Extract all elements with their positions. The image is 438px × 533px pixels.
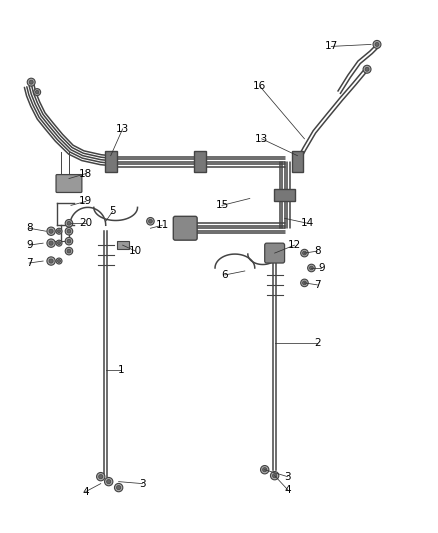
- Text: 9: 9: [318, 263, 325, 273]
- Bar: [194, 151, 206, 172]
- Circle shape: [99, 474, 103, 479]
- Circle shape: [34, 88, 41, 95]
- Circle shape: [47, 257, 55, 265]
- Circle shape: [65, 228, 73, 235]
- Text: 7: 7: [26, 258, 32, 268]
- Circle shape: [67, 249, 71, 253]
- Text: 6: 6: [222, 270, 228, 280]
- Circle shape: [148, 220, 152, 223]
- Circle shape: [300, 249, 308, 257]
- Text: 13: 13: [116, 124, 129, 134]
- Circle shape: [49, 241, 53, 245]
- Text: 10: 10: [129, 246, 142, 256]
- Circle shape: [71, 181, 75, 186]
- Circle shape: [65, 220, 73, 227]
- Circle shape: [63, 181, 67, 186]
- Circle shape: [65, 247, 73, 255]
- Circle shape: [57, 241, 60, 245]
- Text: 2: 2: [314, 337, 321, 348]
- Circle shape: [375, 43, 379, 46]
- Text: 8: 8: [26, 223, 32, 233]
- Bar: [105, 151, 117, 172]
- Circle shape: [263, 467, 267, 472]
- Circle shape: [56, 258, 62, 264]
- Circle shape: [114, 483, 123, 492]
- Bar: [117, 241, 129, 249]
- Circle shape: [272, 474, 277, 478]
- Circle shape: [261, 465, 269, 474]
- FancyBboxPatch shape: [265, 243, 285, 263]
- Circle shape: [105, 478, 113, 486]
- Text: 13: 13: [255, 134, 268, 144]
- Circle shape: [300, 279, 308, 287]
- Text: 11: 11: [156, 220, 169, 230]
- Circle shape: [67, 229, 71, 233]
- Circle shape: [49, 229, 53, 233]
- Text: 4: 4: [284, 484, 291, 495]
- Text: 3: 3: [284, 472, 291, 482]
- Circle shape: [303, 281, 306, 285]
- Circle shape: [117, 486, 121, 490]
- Circle shape: [65, 237, 73, 245]
- Text: 14: 14: [301, 219, 314, 228]
- Circle shape: [49, 259, 53, 263]
- Text: 20: 20: [79, 219, 92, 228]
- Text: 18: 18: [79, 168, 92, 179]
- Circle shape: [307, 264, 315, 272]
- Text: 15: 15: [215, 200, 229, 211]
- Text: 17: 17: [325, 42, 338, 51]
- Text: 4: 4: [82, 487, 89, 497]
- FancyBboxPatch shape: [173, 216, 197, 240]
- Text: 12: 12: [288, 240, 301, 250]
- Circle shape: [47, 227, 55, 236]
- Text: 9: 9: [26, 240, 32, 250]
- Text: 16: 16: [253, 81, 266, 91]
- Circle shape: [56, 240, 62, 246]
- Circle shape: [67, 239, 71, 243]
- Bar: [274, 190, 295, 201]
- Bar: [292, 151, 304, 172]
- Circle shape: [57, 230, 60, 233]
- Circle shape: [97, 472, 105, 481]
- Circle shape: [310, 266, 313, 270]
- Circle shape: [27, 78, 35, 86]
- Text: 19: 19: [79, 197, 92, 206]
- Circle shape: [363, 65, 371, 73]
- Circle shape: [67, 221, 71, 225]
- FancyBboxPatch shape: [56, 175, 82, 192]
- Circle shape: [56, 228, 62, 234]
- Circle shape: [365, 67, 369, 71]
- Circle shape: [47, 239, 55, 247]
- Circle shape: [29, 80, 33, 84]
- Text: 3: 3: [139, 479, 146, 489]
- Text: 8: 8: [314, 246, 321, 256]
- Text: 1: 1: [117, 365, 124, 375]
- Text: 7: 7: [314, 280, 321, 290]
- Circle shape: [271, 472, 279, 480]
- Circle shape: [373, 41, 381, 49]
- Circle shape: [147, 217, 154, 225]
- Circle shape: [35, 91, 39, 94]
- Circle shape: [303, 251, 306, 255]
- Text: 5: 5: [110, 206, 116, 216]
- Circle shape: [106, 480, 111, 484]
- Circle shape: [57, 260, 60, 263]
